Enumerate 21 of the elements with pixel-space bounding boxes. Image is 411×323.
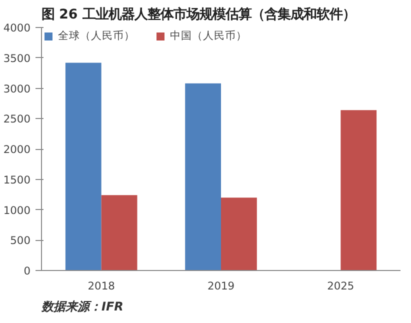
y-tick-label: 1000 — [3, 204, 31, 217]
bar — [65, 62, 102, 270]
bar — [185, 83, 221, 270]
x-tick-label: 2018 — [88, 280, 116, 292]
y-tick-label: 3500 — [3, 52, 31, 65]
x-tick-label: 2025 — [327, 280, 354, 292]
legend-label: 中国（人民币） — [170, 29, 247, 43]
legend-label: 全球（人民币） — [58, 29, 135, 43]
bar — [101, 195, 138, 270]
y-tick-label: 3000 — [3, 82, 31, 96]
y-tick-label: 2000 — [3, 143, 31, 156]
bar — [221, 198, 257, 270]
y-tick-label: 1500 — [3, 173, 31, 186]
source-note: 数据来源：IFR — [40, 300, 124, 314]
y-tick-label: 500 — [10, 234, 31, 248]
y-tick-label: 2500 — [3, 112, 31, 126]
y-tick-label: 0 — [24, 264, 31, 278]
x-tick-label: 2019 — [207, 280, 235, 292]
bar — [340, 110, 377, 270]
chart-title: 图 26 工业机器人整体市场规模估算（含集成和软件） — [42, 6, 356, 22]
y-tick-label: 4000 — [3, 22, 31, 34]
